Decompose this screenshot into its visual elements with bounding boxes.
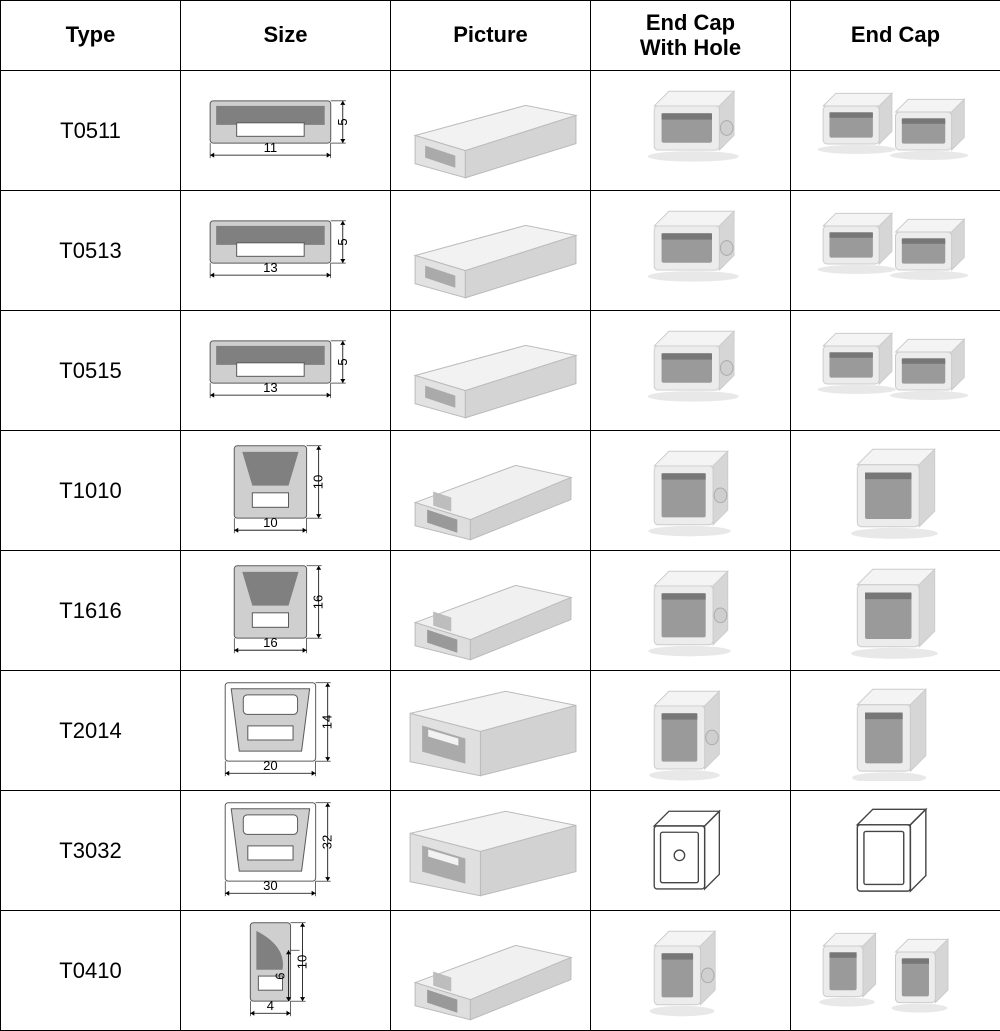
picture-render <box>391 791 591 911</box>
col-picture: Picture <box>391 1 591 71</box>
endcap <box>791 191 1000 311</box>
col-cap-hole: End CapWith Hole <box>591 1 791 71</box>
svg-text:16: 16 <box>311 595 326 610</box>
svg-text:13: 13 <box>263 380 278 395</box>
table-row: T1010 10 10 <box>1 431 1000 551</box>
size-diagram: 30 32 <box>181 791 391 911</box>
svg-text:10: 10 <box>311 475 326 490</box>
svg-text:30: 30 <box>263 878 278 893</box>
svg-text:13: 13 <box>263 260 278 275</box>
picture-render <box>391 551 591 671</box>
endcap-hole <box>591 71 791 191</box>
size-diagram: 16 16 <box>181 551 391 671</box>
svg-text:5: 5 <box>335 358 350 365</box>
table-row: T1616 16 16 <box>1 551 1000 671</box>
endcap-hole <box>591 911 791 1031</box>
endcap-hole <box>591 431 791 551</box>
product-spec-table: Type Size Picture End CapWith Hole End C… <box>0 0 1000 1031</box>
endcap <box>791 671 1000 791</box>
size-diagram: 20 14 <box>181 671 391 791</box>
type-cell: T1616 <box>1 551 181 671</box>
type-cell: T2014 <box>1 671 181 791</box>
type-cell: T0511 <box>1 71 181 191</box>
picture-render <box>391 431 591 551</box>
svg-text:32: 32 <box>320 835 335 850</box>
endcap <box>791 791 1000 911</box>
size-diagram: 10 10 <box>181 431 391 551</box>
picture-render <box>391 911 591 1031</box>
picture-render <box>391 311 591 431</box>
col-type: Type <box>1 1 181 71</box>
type-cell: T0513 <box>1 191 181 311</box>
svg-text:20: 20 <box>263 758 278 773</box>
table-row: T2014 20 14 <box>1 671 1000 791</box>
endcap <box>791 71 1000 191</box>
table-row: T0515 13 5 <box>1 311 1000 431</box>
table-row: T0410 4 10 <box>1 911 1000 1031</box>
table-row: T3032 30 32 <box>1 791 1000 911</box>
endcap <box>791 551 1000 671</box>
table-row: T0513 13 5 <box>1 191 1000 311</box>
endcap <box>791 311 1000 431</box>
size-diagram: 13 5 <box>181 311 391 431</box>
picture-render <box>391 71 591 191</box>
svg-text:4: 4 <box>267 998 274 1013</box>
endcap-hole <box>591 311 791 431</box>
endcap <box>791 431 1000 551</box>
svg-text:5: 5 <box>335 238 350 245</box>
endcap <box>791 911 1000 1031</box>
col-cap: End Cap <box>791 1 1000 71</box>
size-diagram: 11 5 <box>181 71 391 191</box>
svg-text:10: 10 <box>263 515 278 530</box>
type-cell: T0410 <box>1 911 181 1031</box>
endcap-hole <box>591 551 791 671</box>
endcap-hole <box>591 671 791 791</box>
type-cell: T1010 <box>1 431 181 551</box>
svg-text:11: 11 <box>264 140 278 155</box>
svg-text:16: 16 <box>263 635 278 650</box>
size-diagram: 13 5 <box>181 191 391 311</box>
svg-text:10: 10 <box>295 955 310 970</box>
picture-render <box>391 191 591 311</box>
svg-text:6: 6 <box>272 972 287 979</box>
endcap-hole <box>591 191 791 311</box>
picture-render <box>391 671 591 791</box>
type-cell: T3032 <box>1 791 181 911</box>
type-cell: T0515 <box>1 311 181 431</box>
svg-text:14: 14 <box>320 715 335 730</box>
svg-text:5: 5 <box>335 118 350 125</box>
col-size: Size <box>181 1 391 71</box>
header-row: Type Size Picture End CapWith Hole End C… <box>1 1 1000 71</box>
endcap-hole <box>591 791 791 911</box>
size-diagram: 4 10 6 <box>181 911 391 1031</box>
table-row: T0511 11 5 <box>1 71 1000 191</box>
